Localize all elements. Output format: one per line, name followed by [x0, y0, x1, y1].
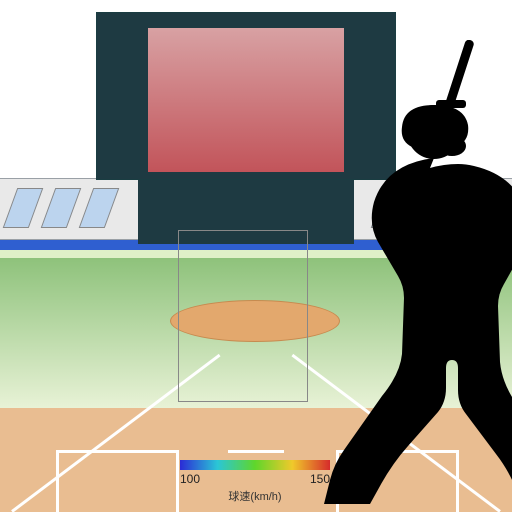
batter-silhouette [284, 40, 512, 510]
batters-box-line [56, 450, 176, 453]
batter-icon [284, 40, 512, 510]
batters-box-line [228, 450, 284, 453]
velocity-tick: 100 [180, 472, 200, 486]
batters-box-line [176, 450, 179, 512]
batters-box-line [56, 450, 59, 512]
